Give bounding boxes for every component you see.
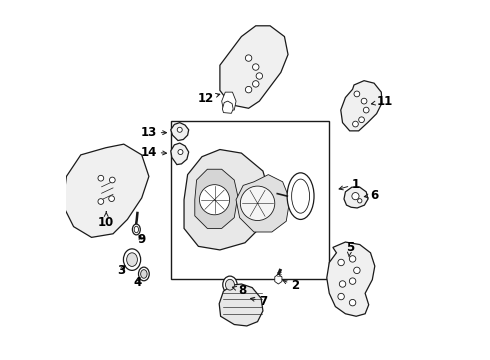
Circle shape (256, 73, 263, 79)
Circle shape (354, 91, 360, 97)
Polygon shape (171, 143, 189, 165)
Circle shape (98, 199, 104, 204)
Circle shape (109, 196, 115, 202)
Text: 12: 12 (197, 92, 220, 105)
Text: 14: 14 (141, 145, 167, 158)
Text: 1: 1 (339, 178, 360, 191)
Circle shape (177, 127, 182, 132)
Circle shape (352, 193, 359, 200)
Circle shape (98, 175, 104, 181)
Polygon shape (221, 92, 236, 110)
Circle shape (245, 55, 252, 61)
Ellipse shape (139, 267, 149, 281)
Circle shape (359, 117, 365, 123)
Ellipse shape (132, 224, 140, 235)
Circle shape (339, 281, 346, 287)
Text: 10: 10 (98, 212, 114, 229)
Circle shape (349, 278, 356, 284)
Text: 13: 13 (141, 126, 167, 139)
Circle shape (252, 64, 259, 70)
Text: 5: 5 (345, 241, 354, 257)
Text: 8: 8 (232, 284, 246, 297)
Polygon shape (195, 169, 238, 228)
Text: 2: 2 (283, 279, 299, 292)
Ellipse shape (123, 249, 141, 270)
Text: 11: 11 (371, 95, 393, 108)
Circle shape (361, 98, 367, 104)
Text: 3: 3 (117, 264, 125, 277)
Circle shape (240, 186, 275, 221)
Polygon shape (341, 81, 382, 131)
Bar (172, 121, 329, 279)
Circle shape (199, 185, 230, 215)
Circle shape (245, 86, 252, 93)
Text: 7: 7 (250, 295, 268, 308)
Polygon shape (63, 144, 149, 237)
Polygon shape (275, 274, 282, 284)
Polygon shape (222, 101, 233, 113)
Circle shape (349, 256, 356, 262)
Circle shape (338, 259, 344, 266)
Ellipse shape (287, 173, 314, 220)
Polygon shape (184, 149, 270, 250)
Ellipse shape (225, 279, 234, 290)
Circle shape (178, 149, 183, 154)
Circle shape (252, 81, 259, 87)
Text: 6: 6 (364, 189, 379, 202)
Text: 4: 4 (133, 276, 142, 289)
Ellipse shape (223, 276, 237, 293)
Circle shape (109, 177, 115, 183)
Circle shape (349, 300, 356, 306)
Circle shape (358, 199, 362, 203)
Polygon shape (327, 242, 375, 316)
Circle shape (338, 293, 344, 300)
Circle shape (364, 107, 369, 113)
Circle shape (353, 121, 358, 127)
Ellipse shape (141, 270, 147, 278)
Text: 9: 9 (137, 233, 145, 246)
Polygon shape (171, 123, 189, 140)
Polygon shape (219, 284, 263, 326)
Polygon shape (236, 175, 290, 232)
Circle shape (354, 267, 360, 274)
Ellipse shape (126, 253, 137, 266)
Polygon shape (344, 187, 368, 208)
Polygon shape (220, 26, 288, 108)
